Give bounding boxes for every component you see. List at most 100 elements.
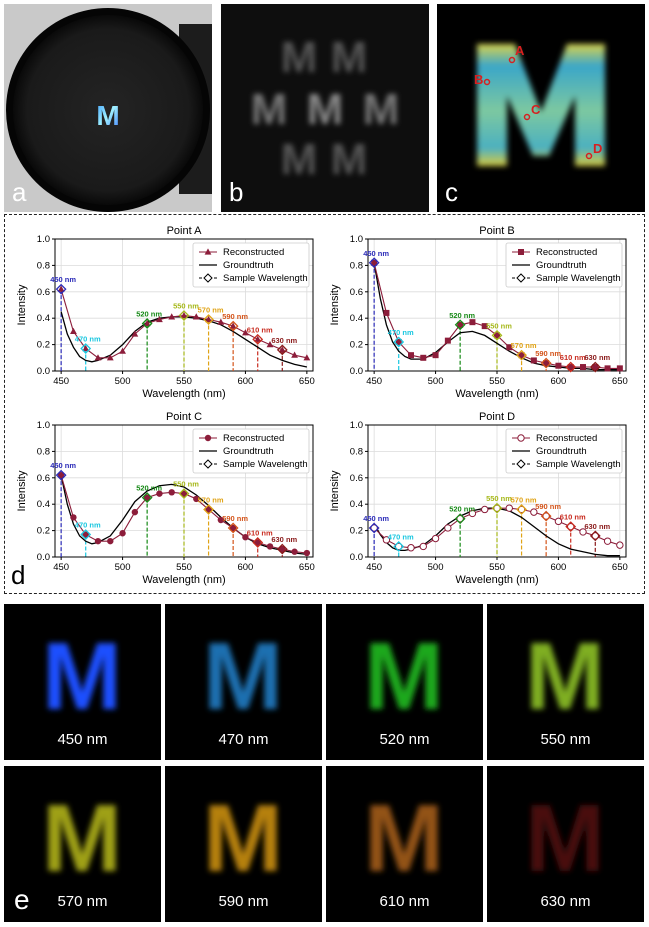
- reconstructed-point: [205, 315, 212, 323]
- reconstructed-point: [604, 365, 611, 372]
- reconstructed-point: [119, 530, 126, 537]
- x-tick-label: 500: [115, 562, 131, 573]
- reconstructed-point: [229, 524, 237, 532]
- chart-title: Point D: [479, 411, 515, 423]
- reconstructed-point: [555, 362, 562, 369]
- x-tick-label: 550: [489, 376, 505, 387]
- reconstructed-point: [242, 534, 249, 541]
- sample-diamond: [540, 510, 552, 522]
- reconstructed-point: [383, 309, 390, 316]
- point-b-marker: [483, 78, 491, 86]
- band-letter-graphic: M: [203, 623, 283, 730]
- sample-diamond: [491, 502, 503, 514]
- sample-diamond: [565, 521, 577, 533]
- band-letter: M: [42, 623, 122, 730]
- legend-marker-sample: [516, 459, 526, 469]
- band-caption: 610 nm: [379, 893, 430, 910]
- sample-diamond: [55, 283, 67, 295]
- raw-m-7: M: [331, 135, 368, 184]
- legend-marker-reconstructed: [204, 248, 212, 255]
- sample-diamond: [589, 530, 601, 542]
- reconstructed-point: [291, 351, 298, 358]
- legend-marker-sample: [203, 459, 213, 469]
- reconstructed-point: [481, 323, 488, 330]
- point-a-marker: [508, 56, 516, 64]
- sample-label: 570 nm: [511, 341, 537, 350]
- reconstructed-point: [432, 352, 439, 359]
- reconstructed-point: [168, 313, 176, 320]
- reconstructed-point: [567, 522, 575, 531]
- reconstructed-point: [193, 495, 200, 503]
- reconstructed-point: [542, 512, 550, 520]
- panel-e-bands: M 450 nm M 470 nm M 520 nm M 550 nm M 570 nm M 590 …: [4, 604, 645, 924]
- band-letter: M: [203, 785, 283, 892]
- band-image-2: M 470 nm: [165, 604, 322, 760]
- reconstructed-point: [518, 352, 525, 359]
- legend-marker-sample: [203, 273, 213, 283]
- reconstructed-point: [603, 537, 612, 545]
- reconstructed-point: [303, 549, 311, 557]
- band-caption: 570 nm: [57, 893, 108, 910]
- band-image-7: M 610 nm: [326, 766, 483, 922]
- sample-label: 520 nm: [136, 309, 162, 318]
- x-axis-label: Wavelength (nm): [142, 574, 225, 586]
- legend-marker-reconstructed: [518, 249, 524, 255]
- reconstructed-point: [57, 285, 65, 292]
- reconstructed-point: [591, 532, 599, 540]
- reconstructed-point: [494, 332, 500, 339]
- photo-letter: M: [96, 100, 119, 131]
- sample-diamond: [589, 361, 601, 373]
- reconstructed-point: [266, 341, 274, 348]
- sample-label: 590 nm: [222, 312, 248, 321]
- y-tick-label: 0.4: [350, 499, 363, 510]
- legend-box: [192, 242, 310, 288]
- x-tick-label: 500: [428, 562, 444, 573]
- chart-3: 450 500 550 600 650 0.0 0.2 0.4 0.6 0.8 1.0 Point C…: [16, 411, 315, 586]
- sample-diamond: [227, 320, 239, 332]
- legend-label-sample: Sample Wavelength: [536, 273, 621, 284]
- reconstructed-point: [370, 524, 378, 532]
- legend-label-groundtruth: Groundtruth: [536, 260, 587, 271]
- y-tick-label: 0.8: [37, 446, 50, 457]
- reconstructed-point: [168, 489, 175, 496]
- x-tick-label: 550: [176, 376, 192, 387]
- reconstructed-point: [506, 344, 513, 351]
- reconstructed-point: [94, 537, 102, 545]
- x-tick-label: 500: [428, 376, 444, 387]
- sample-label: 570 nm: [198, 306, 224, 315]
- chart-2: 450 500 550 600 650 0.0 0.2 0.4 0.6 0.8 1.0 Point B…: [329, 225, 628, 400]
- sample-diamond: [516, 349, 527, 361]
- band-image-8: M 630 nm: [487, 766, 644, 922]
- band-letter-graphic: M: [525, 623, 605, 730]
- sample-label: 520 nm: [136, 484, 162, 493]
- band-caption: 470 nm: [218, 731, 269, 748]
- sample-label: 470 nm: [388, 328, 414, 337]
- band-caption: 550 nm: [540, 731, 591, 748]
- band-caption: 520 nm: [379, 731, 430, 748]
- chart-title: Point B: [479, 225, 514, 237]
- y-tick-label: 1.0: [37, 234, 50, 245]
- sample-label: 550 nm: [486, 321, 512, 330]
- reconstructed-point: [395, 338, 402, 345]
- sample-label: 570 nm: [511, 495, 537, 504]
- reconstructed-point: [580, 364, 586, 371]
- sample-label: 630 nm: [271, 535, 297, 544]
- sample-diamond: [252, 333, 264, 345]
- reconstructed-point: [505, 504, 513, 512]
- band-image-4: M 550 nm: [487, 604, 644, 760]
- point-c-label: C: [531, 102, 541, 117]
- reconstructed-point: [107, 537, 114, 545]
- panel-label-a: a: [12, 177, 27, 207]
- legend-label-reconstructed: Reconstructed: [223, 247, 284, 258]
- panel-d-spectra: 450 500 550 600 650 0.0 0.2 0.4 0.6 0.8 1.0 Point A…: [4, 214, 645, 594]
- reconstructed-point: [517, 505, 526, 514]
- sample-diamond: [454, 513, 466, 525]
- sample-label: 470 nm: [388, 532, 414, 541]
- raw-m-4: M: [307, 85, 344, 134]
- reconstructed-point: [180, 311, 188, 319]
- x-tick-label: 600: [237, 376, 253, 387]
- y-tick-label: 0.6: [350, 473, 363, 484]
- legend-label-reconstructed: Reconstructed: [536, 247, 597, 258]
- legend-box: [505, 428, 623, 474]
- legend-label-sample: Sample Wavelength: [223, 459, 308, 470]
